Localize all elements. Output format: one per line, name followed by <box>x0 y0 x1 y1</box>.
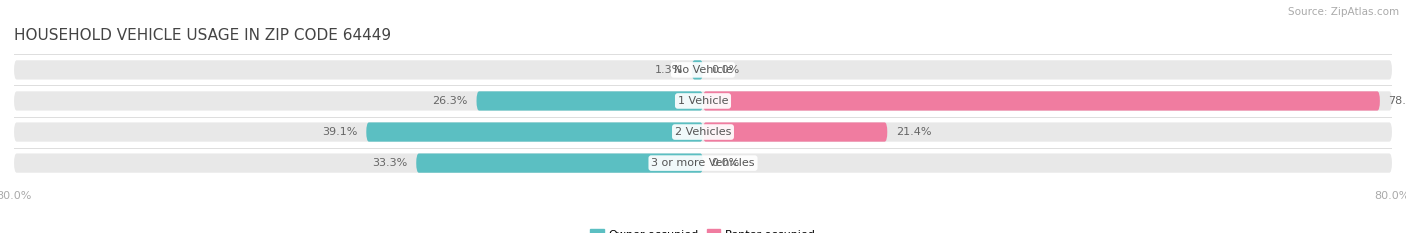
Legend: Owner-occupied, Renter-occupied: Owner-occupied, Renter-occupied <box>586 225 820 233</box>
Text: 2 Vehicles: 2 Vehicles <box>675 127 731 137</box>
FancyBboxPatch shape <box>692 60 703 79</box>
Text: 33.3%: 33.3% <box>373 158 408 168</box>
FancyBboxPatch shape <box>416 154 703 173</box>
Text: 0.0%: 0.0% <box>711 158 740 168</box>
Text: 3 or more Vehicles: 3 or more Vehicles <box>651 158 755 168</box>
FancyBboxPatch shape <box>367 122 703 142</box>
FancyBboxPatch shape <box>703 122 887 142</box>
Text: 1 Vehicle: 1 Vehicle <box>678 96 728 106</box>
FancyBboxPatch shape <box>703 91 1379 111</box>
FancyBboxPatch shape <box>14 60 1392 79</box>
Text: 21.4%: 21.4% <box>896 127 931 137</box>
FancyBboxPatch shape <box>14 122 1392 142</box>
Text: 39.1%: 39.1% <box>322 127 357 137</box>
FancyBboxPatch shape <box>14 91 1392 111</box>
Text: 26.3%: 26.3% <box>433 96 468 106</box>
FancyBboxPatch shape <box>477 91 703 111</box>
Text: No Vehicle: No Vehicle <box>673 65 733 75</box>
Text: 0.0%: 0.0% <box>711 65 740 75</box>
Text: HOUSEHOLD VEHICLE USAGE IN ZIP CODE 64449: HOUSEHOLD VEHICLE USAGE IN ZIP CODE 6444… <box>14 28 391 44</box>
FancyBboxPatch shape <box>14 154 1392 173</box>
Text: 1.3%: 1.3% <box>655 65 683 75</box>
Text: 78.6%: 78.6% <box>1389 96 1406 106</box>
Text: Source: ZipAtlas.com: Source: ZipAtlas.com <box>1288 7 1399 17</box>
